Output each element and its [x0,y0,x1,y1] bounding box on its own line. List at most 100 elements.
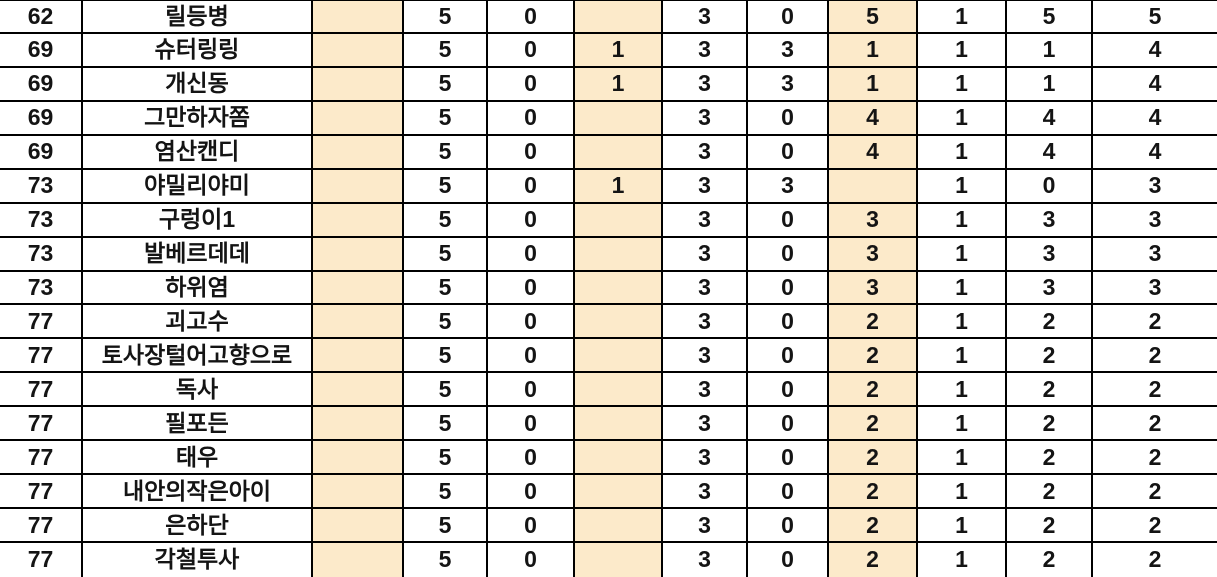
cell-col6[interactable]: 1 [575,169,663,204]
cell-col3[interactable] [313,305,404,340]
cell-col6[interactable] [575,373,663,408]
cell-rank[interactable]: 73 [0,203,83,238]
cell-col11[interactable]: 2 [1007,441,1093,476]
cell-col8[interactable]: 0 [748,509,829,543]
cell-col5[interactable]: 0 [488,237,575,272]
cell-name[interactable]: 개신동 [83,67,313,102]
cell-col10[interactable]: 1 [918,67,1007,102]
cell-col6[interactable] [575,475,663,510]
cell-col5[interactable]: 0 [488,169,575,204]
cell-col9[interactable]: 2 [829,475,918,510]
cell-name[interactable]: 그만하자쫌 [83,101,313,136]
cell-name[interactable]: 독사 [83,373,313,408]
cell-col5[interactable]: 0 [488,407,575,442]
cell-col6[interactable]: 1 [575,33,663,68]
cell-col5[interactable]: 0 [488,67,575,102]
cell-name[interactable]: 내안의작은아이 [83,475,313,510]
cell-name[interactable]: 하위염 [83,271,313,306]
cell-col7[interactable]: 3 [663,135,748,170]
cell-col6[interactable] [575,509,663,543]
cell-col10[interactable]: 1 [918,33,1007,68]
cell-col5[interactable]: 0 [488,373,575,408]
cell-col3[interactable] [313,169,404,204]
cell-col4[interactable]: 5 [404,101,488,136]
cell-col5[interactable]: 0 [488,475,575,510]
cell-col8[interactable]: 0 [748,101,829,136]
cell-col3[interactable] [313,67,404,102]
cell-col8[interactable]: 0 [748,441,829,476]
cell-col7[interactable]: 3 [663,203,748,238]
cell-col3[interactable] [313,237,404,272]
cell-col6[interactable] [575,135,663,170]
cell-col10[interactable]: 1 [918,203,1007,238]
cell-rank[interactable]: 77 [0,475,83,510]
cell-col11[interactable]: 2 [1007,475,1093,510]
cell-col11[interactable]: 2 [1007,407,1093,442]
cell-col8[interactable]: 3 [748,169,829,204]
cell-col3[interactable] [313,475,404,510]
cell-col5[interactable]: 0 [488,101,575,136]
cell-col7[interactable]: 3 [663,169,748,204]
cell-col5[interactable]: 0 [488,0,575,34]
cell-col6[interactable] [575,305,663,340]
cell-col8[interactable]: 0 [748,543,829,577]
cell-col4[interactable]: 5 [404,373,488,408]
cell-col9[interactable] [829,169,918,204]
cell-col10[interactable]: 1 [918,475,1007,510]
cell-col9[interactable]: 3 [829,271,918,306]
cell-col12[interactable]: 2 [1093,543,1217,577]
cell-col4[interactable]: 5 [404,33,488,68]
cell-col3[interactable] [313,441,404,476]
cell-col12[interactable]: 3 [1093,203,1217,238]
cell-col9[interactable]: 2 [829,305,918,340]
cell-name[interactable]: 염산캔디 [83,135,313,170]
cell-rank[interactable]: 77 [0,509,83,543]
cell-col11[interactable]: 1 [1007,67,1093,102]
cell-col4[interactable]: 5 [404,339,488,374]
cell-rank[interactable]: 77 [0,407,83,442]
cell-name[interactable]: 괴고수 [83,305,313,340]
cell-col10[interactable]: 1 [918,169,1007,204]
cell-col11[interactable]: 2 [1007,509,1093,543]
cell-col3[interactable] [313,339,404,374]
cell-col11[interactable]: 3 [1007,203,1093,238]
cell-col8[interactable]: 0 [748,305,829,340]
cell-col7[interactable]: 3 [663,509,748,543]
cell-col11[interactable]: 3 [1007,237,1093,272]
cell-col5[interactable]: 0 [488,271,575,306]
cell-col3[interactable] [313,373,404,408]
cell-col8[interactable]: 0 [748,373,829,408]
cell-col12[interactable]: 2 [1093,305,1217,340]
cell-col6[interactable] [575,543,663,577]
cell-col11[interactable]: 1 [1007,33,1093,68]
cell-col4[interactable]: 5 [404,305,488,340]
cell-col10[interactable]: 1 [918,135,1007,170]
cell-col4[interactable]: 5 [404,237,488,272]
cell-col3[interactable] [313,203,404,238]
cell-col12[interactable]: 4 [1093,135,1217,170]
cell-col11[interactable]: 0 [1007,169,1093,204]
cell-name[interactable]: 토사장털어고향으로 [83,339,313,374]
cell-col6[interactable] [575,407,663,442]
cell-col12[interactable]: 4 [1093,101,1217,136]
cell-col10[interactable]: 1 [918,339,1007,374]
cell-col7[interactable]: 3 [663,101,748,136]
cell-col8[interactable]: 0 [748,271,829,306]
cell-name[interactable]: 은하단 [83,509,313,543]
cell-col7[interactable]: 3 [663,0,748,34]
cell-col12[interactable]: 5 [1093,0,1217,34]
cell-col3[interactable] [313,509,404,543]
cell-col3[interactable] [313,135,404,170]
cell-rank[interactable]: 77 [0,543,83,577]
cell-col10[interactable]: 1 [918,441,1007,476]
cell-col7[interactable]: 3 [663,543,748,577]
cell-col7[interactable]: 3 [663,67,748,102]
cell-col4[interactable]: 5 [404,543,488,577]
cell-col5[interactable]: 0 [488,543,575,577]
cell-col10[interactable]: 1 [918,0,1007,34]
cell-col12[interactable]: 2 [1093,441,1217,476]
cell-col9[interactable]: 2 [829,543,918,577]
cell-col10[interactable]: 1 [918,407,1007,442]
cell-col6[interactable] [575,441,663,476]
cell-col12[interactable]: 3 [1093,169,1217,204]
